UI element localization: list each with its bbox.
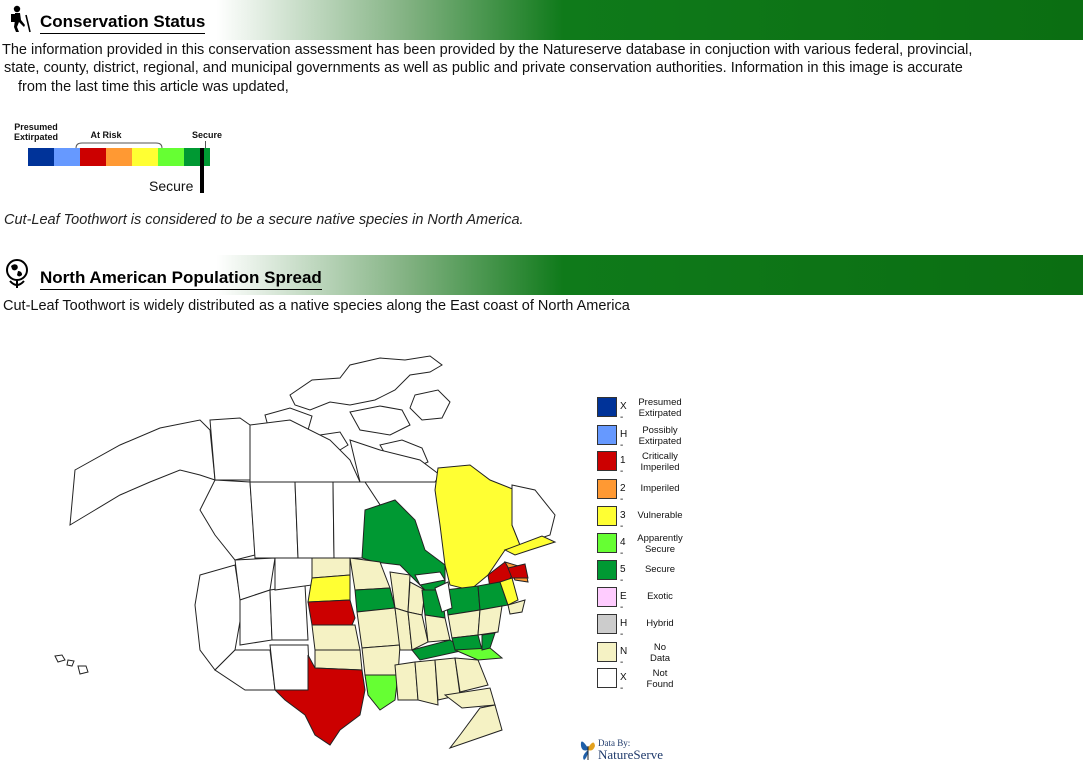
at-risk-label: At Risk [90,130,122,140]
legend-label: Presumed Extirpated [638,397,682,419]
legend-code: X - [620,672,627,694]
hiker-icon [11,5,31,33]
legend-code: 2 - [620,483,626,505]
legend-swatch [597,614,617,634]
legend-label: Critically Imperiled [640,451,680,473]
scale-segment [106,148,133,166]
presumed-extirpated-label: Presumed Extirpated [13,122,58,142]
legend-code: H - [620,429,628,451]
globe-pin-icon [6,259,28,288]
legend-swatch [597,533,617,553]
regions [54,417,557,750]
legend-code: E - [620,591,627,613]
butterfly-icon [580,741,595,760]
section-title: Conservation Status [40,12,206,34]
status-marker [200,148,204,193]
population-spread-banner: North American Population Spread [0,255,1083,295]
info-line-3: from the last time this article was upda… [18,79,289,95]
conservation-status-banner: Conservation Status [0,0,1083,40]
at-risk-bracket [75,142,163,149]
natureserve-logo: Data By: NatureServe [578,736,688,764]
legend-code: 4 - [620,537,626,559]
scale-segment [80,148,107,166]
legend-code: H - [620,618,628,640]
legend-label: Not Found [646,668,674,690]
legend-code: X - [620,401,627,423]
status-gradient-bar [28,148,210,166]
legend-label: Vulnerable [637,510,683,521]
scale-segment [132,148,159,166]
legend-label: Secure [644,564,676,575]
scale-segment [158,148,185,166]
legend-swatch [597,560,617,580]
scale-segment [184,148,210,166]
legend-swatch [597,668,617,688]
legend-swatch [597,479,617,499]
secure-tick [205,141,206,149]
legend-swatch [597,425,617,445]
legend-label: Exotic [647,591,673,602]
distribution-text: Cut-Leaf Toothwort is widely distributed… [3,298,630,314]
legend-label: No Data [649,642,671,664]
legend-swatch [597,451,617,471]
legend-code: 3 - [620,510,626,532]
status-marker-label: Secure [149,178,194,194]
status-statement: Cut-Leaf Toothwort is considered to be a… [4,212,524,228]
legend-code: 1 - [620,455,626,477]
legend-swatch [597,397,617,417]
legend-code: N - [620,646,628,668]
legend-label: Possibly Extirpated [638,425,682,447]
legend-swatch [597,642,617,662]
legend-swatch [597,587,617,607]
scale-segment [28,148,55,166]
legend-code: 5 - [620,564,626,586]
legend-label: Hybrid [646,618,674,629]
scale-segment [54,148,81,166]
secure-label: Secure [191,130,223,140]
section-title: North American Population Spread [40,268,322,290]
legend-label: Imperiled [640,483,680,494]
legend-label: Apparently Secure [637,533,683,555]
north-america-map [54,355,557,750]
info-line-2: state, county, district, regional, and m… [4,60,963,76]
legend-swatch [597,506,617,526]
info-line-1: The information provided in this conserv… [2,42,973,58]
